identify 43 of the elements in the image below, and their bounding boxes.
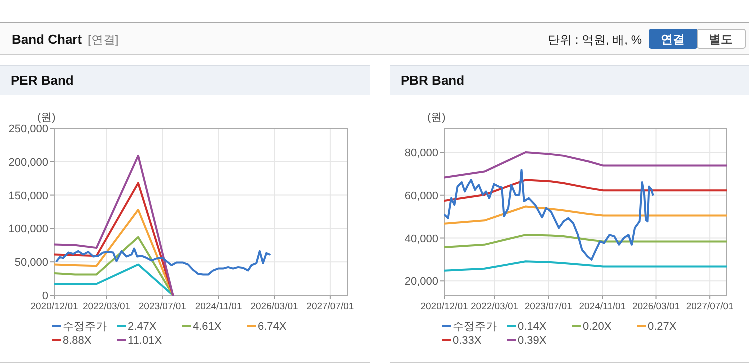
legend-label: 4.61X: [193, 321, 222, 333]
y-tick-label: 150,000: [8, 190, 48, 202]
text: [연결]: [88, 33, 119, 47]
y-axis-title: (원): [428, 112, 446, 124]
chart-title: PBR Band: [401, 73, 465, 88]
y-tick-label: 0: [42, 290, 48, 302]
y-tick-label: 50,000: [14, 257, 48, 270]
x-tick-label: 2027/07/01: [686, 302, 734, 312]
text: 단위 : 억원, 배, %: [548, 33, 642, 47]
y-tick-label: 40,000: [404, 233, 438, 246]
x-tick-label: 2024/11/01: [579, 302, 626, 312]
y-tick-label: 80,000: [404, 148, 438, 160]
x-tick-label: 2027/07/01: [306, 302, 354, 312]
y-axis-title: (원): [38, 112, 56, 124]
legend-label: 6.74X: [258, 321, 288, 333]
x-tick-label: 2023/07/01: [138, 302, 186, 312]
x-tick-label: 2022/03/01: [471, 302, 519, 312]
x-tick-label: 2026/03/01: [250, 302, 298, 312]
y-tick-label: 20,000: [404, 276, 438, 288]
chart-title: PER Band: [11, 73, 74, 88]
x-tick-label: 2022/03/01: [82, 302, 131, 312]
text: 별도: [709, 32, 733, 46]
x-tick-label: 2023/07/01: [524, 302, 572, 312]
text: Band Chart: [12, 32, 83, 47]
y-tick-label: 100,000: [8, 224, 48, 236]
x-tick-label: 2026/03/01: [632, 302, 680, 312]
legend-label: 0.14X: [518, 321, 548, 333]
legend-label: 8.88X: [63, 335, 92, 347]
legend-label: 0.20X: [583, 321, 612, 333]
x-tick-label: 2020/12/01: [30, 302, 78, 312]
y-tick-label: 200,000: [8, 156, 48, 169]
legend-label: 0.27X: [648, 321, 678, 333]
y-tick-label: 250,000: [8, 124, 48, 136]
legend-label: 0.33X: [453, 335, 482, 347]
legend-label: 2.47X: [128, 321, 158, 333]
text: 연결: [661, 32, 685, 46]
y-tick-label: 60,000: [404, 190, 438, 202]
x-tick-label: 2024/11/01: [195, 302, 242, 312]
legend-label: 11.01X: [128, 335, 163, 347]
legend-label: 0.39X: [518, 335, 548, 347]
x-tick-label: 2020/12/01: [420, 302, 468, 312]
legend-label: 수정주가: [63, 321, 107, 333]
legend-label: 수정주가: [453, 321, 497, 333]
